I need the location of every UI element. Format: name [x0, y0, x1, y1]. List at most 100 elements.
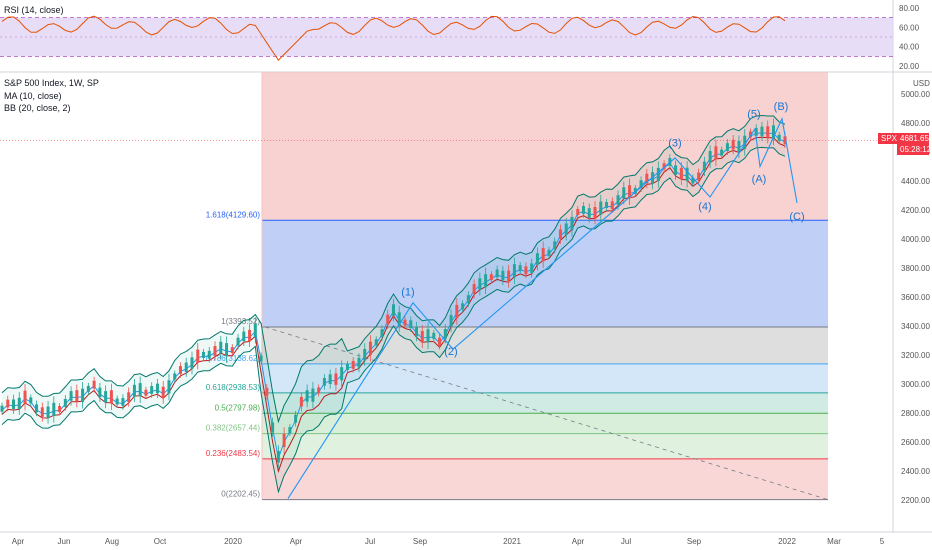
candle-body: [495, 269, 499, 278]
candle-body: [645, 173, 649, 184]
time-tick-label: Mar: [827, 537, 841, 546]
candle-body: [633, 187, 637, 194]
candle-body: [656, 167, 660, 182]
candle-body: [161, 386, 165, 399]
candle-body: [317, 387, 321, 394]
candle-body: [783, 136, 787, 145]
candle-body: [581, 206, 585, 214]
ma-legend: MA (10, close): [4, 91, 62, 101]
fib-level-label: 0.786(3138.62): [206, 354, 261, 363]
candle-body: [144, 389, 148, 396]
candle-body: [190, 357, 194, 369]
candle-body: [639, 180, 643, 189]
price-tick-label: 4000.00: [901, 235, 930, 244]
candle-body: [766, 126, 770, 138]
elliott-wave-line: [287, 116, 798, 499]
candle-body: [219, 341, 223, 354]
price-tick-label: 2600.00: [901, 438, 930, 447]
candle-body: [432, 332, 436, 339]
candle-body: [524, 266, 528, 275]
candle-body: [265, 387, 269, 396]
time-tick-label: Apr: [290, 537, 303, 546]
candle-body: [720, 149, 724, 156]
candle-body: [17, 397, 21, 410]
candle-body: [708, 151, 712, 163]
candle-body: [259, 355, 263, 362]
fib-level-label: 0(2202.45): [221, 490, 260, 499]
candle-body: [0, 405, 4, 412]
candle-body: [535, 253, 539, 265]
price-tick-label: 3400.00: [901, 322, 930, 331]
fib-zone: [262, 392, 828, 414]
currency-label: USD: [913, 79, 930, 88]
candle-body: [386, 314, 390, 325]
candle-body: [628, 185, 632, 199]
candle-body: [691, 177, 695, 184]
candle-body: [420, 330, 424, 343]
candle-body: [662, 163, 666, 170]
candle-body: [63, 398, 67, 407]
candle-body: [771, 125, 775, 139]
rsi-line: [1, 15, 786, 61]
price-tick-label: 4200.00: [901, 206, 930, 215]
candle-body: [679, 167, 683, 180]
candle-body: [553, 241, 557, 250]
candle-body: [489, 274, 493, 281]
price-tick-label: 3000.00: [901, 380, 930, 389]
candle-body: [392, 304, 395, 316]
fib-zone: [262, 433, 828, 459]
candle-body: [725, 143, 729, 151]
candle-body: [282, 433, 286, 448]
candle-body: [29, 397, 33, 404]
price-tick-label: 3600.00: [901, 293, 930, 302]
candle-body: [207, 350, 211, 359]
rsi-tick-label: 80.00: [899, 4, 920, 13]
candle-body: [242, 331, 246, 342]
candle-body: [92, 380, 96, 389]
wave-label: (C): [789, 211, 804, 223]
bb-legend: BB (20, close, 2): [4, 103, 71, 113]
fib-level-label: 0.5(2797.98): [215, 403, 261, 412]
candle-body: [328, 374, 332, 384]
fib-zone: [262, 363, 828, 393]
candle-body: [58, 406, 62, 413]
candle-body: [357, 357, 361, 368]
candle-body: [737, 141, 741, 153]
wave-label: (5): [747, 108, 760, 120]
candle-body: [230, 347, 234, 354]
candle-body: [731, 139, 735, 150]
candle-body: [115, 398, 119, 405]
candle-body: [743, 135, 747, 149]
candle-body: [86, 385, 90, 392]
time-tick-label: Apr: [12, 537, 25, 546]
candle-body: [616, 195, 620, 205]
candle-body: [75, 390, 79, 402]
candle-body: [196, 349, 200, 363]
candle-body: [368, 341, 372, 355]
fib-zone: [262, 413, 828, 434]
candle-body: [449, 315, 453, 327]
price-tick-label: 3200.00: [901, 351, 930, 360]
fib-zone: [262, 220, 828, 327]
fib-level-label: 0.236(2483.54): [206, 449, 261, 458]
countdown-tag: 05:28:12: [897, 144, 931, 155]
candle-body: [622, 187, 626, 199]
candle-body: [104, 391, 108, 403]
candle-body: [697, 172, 701, 181]
time-tick-label: Oct: [154, 537, 167, 546]
candle-body: [674, 165, 678, 175]
candle-body: [173, 373, 177, 380]
candle-body: [334, 373, 338, 385]
candle-body: [340, 367, 344, 381]
candle-body: [518, 265, 522, 272]
candle-body: [599, 201, 603, 215]
time-tick-label: Sep: [413, 537, 428, 546]
candle-body: [501, 270, 505, 281]
price-legend-title: S&P 500 Index, 1W, SP: [4, 78, 99, 88]
candle-body: [46, 406, 50, 418]
candle-body: [363, 348, 367, 361]
time-tick-label: Jul: [621, 537, 631, 546]
bb-upper-line: [1, 114, 786, 424]
price-tick-label: 2800.00: [901, 409, 930, 418]
